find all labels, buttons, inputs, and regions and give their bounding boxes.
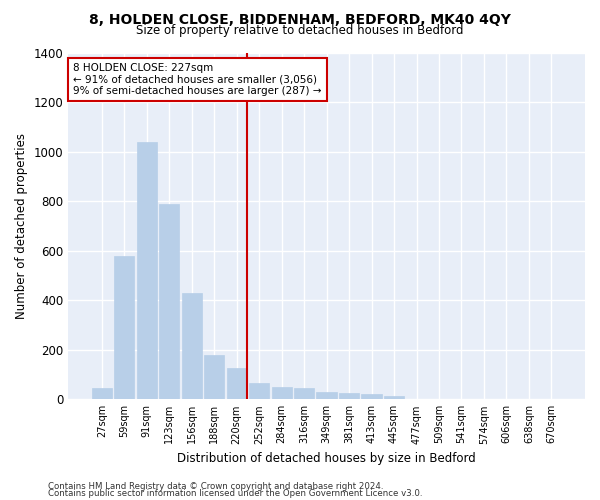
Bar bbox=[137, 142, 157, 400]
Text: Contains HM Land Registry data © Crown copyright and database right 2024.: Contains HM Land Registry data © Crown c… bbox=[48, 482, 383, 491]
Y-axis label: Number of detached properties: Number of detached properties bbox=[15, 133, 28, 319]
Bar bbox=[294, 388, 314, 400]
Bar bbox=[339, 392, 359, 400]
Bar bbox=[361, 394, 382, 400]
Bar bbox=[114, 256, 134, 400]
Text: Contains public sector information licensed under the Open Government Licence v3: Contains public sector information licen… bbox=[48, 490, 422, 498]
Bar bbox=[92, 388, 112, 400]
X-axis label: Distribution of detached houses by size in Bedford: Distribution of detached houses by size … bbox=[177, 452, 476, 465]
Bar bbox=[182, 293, 202, 400]
Bar bbox=[384, 396, 404, 400]
Text: 8, HOLDEN CLOSE, BIDDENHAM, BEDFORD, MK40 4QY: 8, HOLDEN CLOSE, BIDDENHAM, BEDFORD, MK4… bbox=[89, 12, 511, 26]
Bar bbox=[316, 392, 337, 400]
Bar bbox=[204, 355, 224, 400]
Bar bbox=[272, 388, 292, 400]
Text: 8 HOLDEN CLOSE: 227sqm
← 91% of detached houses are smaller (3,056)
9% of semi-d: 8 HOLDEN CLOSE: 227sqm ← 91% of detached… bbox=[73, 63, 322, 96]
Bar bbox=[249, 383, 269, 400]
Bar bbox=[227, 368, 247, 400]
Text: Size of property relative to detached houses in Bedford: Size of property relative to detached ho… bbox=[136, 24, 464, 37]
Bar bbox=[159, 204, 179, 400]
